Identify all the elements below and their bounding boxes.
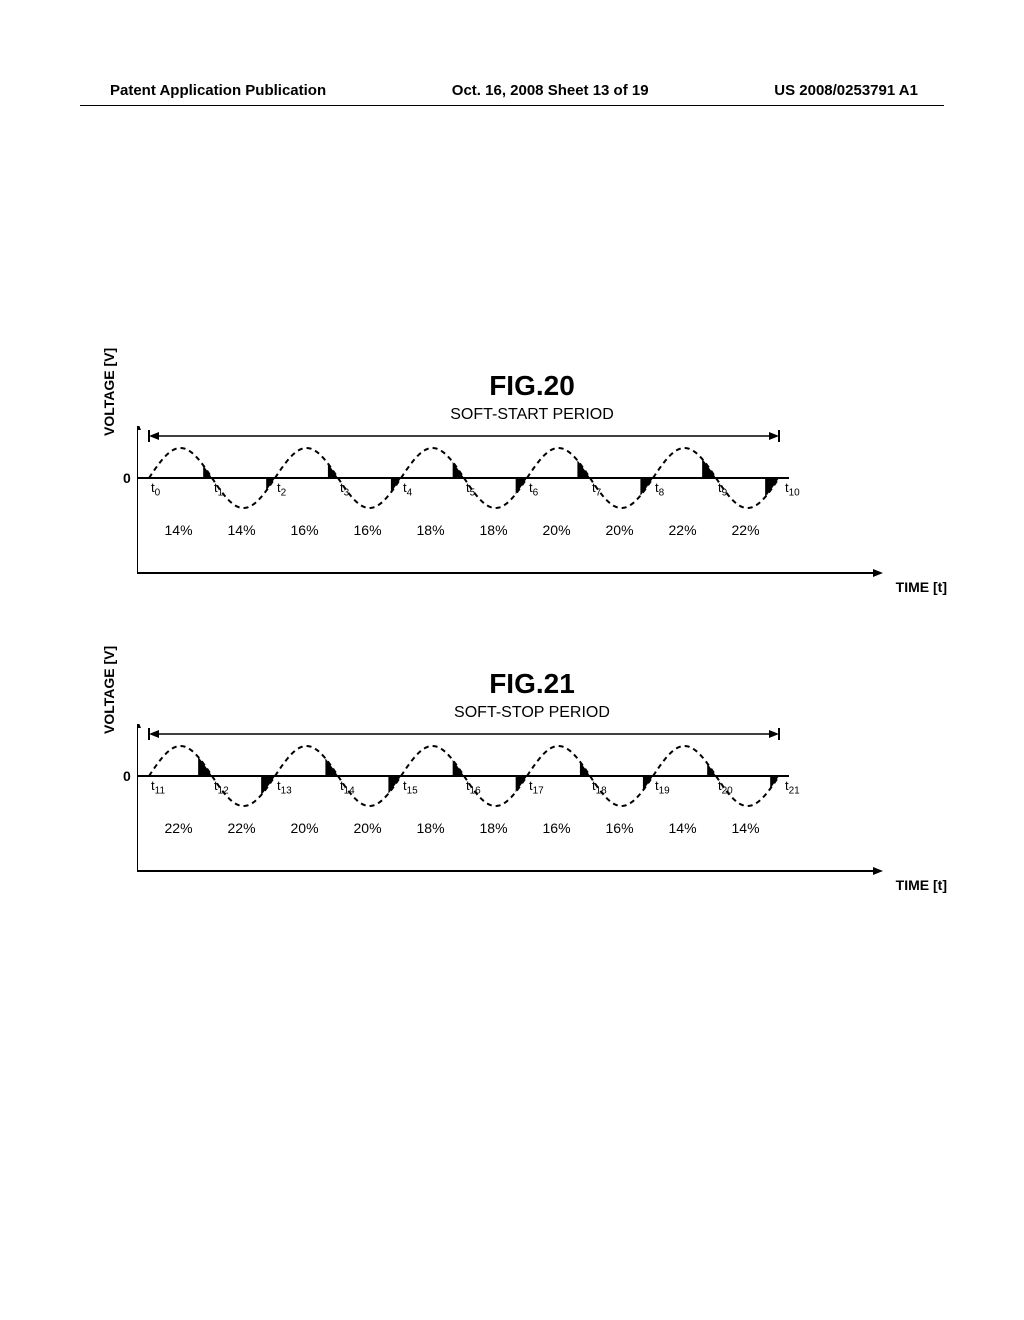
tick-label: t20 (718, 778, 733, 797)
tick-label: t10 (785, 480, 800, 499)
header-rule (80, 105, 944, 106)
tick-label: t6 (529, 480, 538, 499)
tick-label: t7 (592, 480, 601, 499)
header-left: Patent Application Publication (110, 82, 326, 99)
figure-title: FIG.21 (0, 668, 1024, 700)
percent-label: 18% (417, 522, 445, 538)
percent-label: 16% (354, 522, 382, 538)
tick-label: t16 (466, 778, 481, 797)
header-center: Oct. 16, 2008 Sheet 13 of 19 (452, 82, 649, 99)
chart-area: VOLTAGE [V]TIME [t]0t11t12t13t14t15t16t1… (137, 724, 887, 889)
y-axis-label: VOLTAGE [V] (101, 348, 117, 436)
percent-label: 14% (732, 820, 760, 836)
zero-label: 0 (123, 768, 131, 784)
page-header: Patent Application Publication Oct. 16, … (0, 82, 1024, 99)
percent-label: 20% (543, 522, 571, 538)
fig21-block: FIG.21SOFT-STOP PERIODVOLTAGE [V]TIME [t… (0, 668, 1024, 889)
tick-label: t15 (403, 778, 418, 797)
tick-label: t21 (785, 778, 800, 797)
period-label: SOFT-STOP PERIOD (0, 704, 1024, 722)
tick-label: t0 (151, 480, 160, 499)
fig20-block: FIG.20SOFT-START PERIODVOLTAGE [V]TIME [… (0, 370, 1024, 591)
x-axis-label: TIME [t] (896, 877, 947, 893)
tick-label: t19 (655, 778, 670, 797)
period-label: SOFT-START PERIOD (0, 406, 1024, 424)
tick-label: t2 (277, 480, 286, 499)
header-right: US 2008/0253791 A1 (774, 82, 918, 99)
waveform-plot (137, 724, 887, 889)
tick-label: t4 (403, 480, 412, 499)
percent-label: 22% (669, 522, 697, 538)
zero-label: 0 (123, 470, 131, 486)
tick-label: t8 (655, 480, 664, 499)
tick-label: t3 (340, 480, 349, 499)
tick-label: t18 (592, 778, 607, 797)
tick-label: t17 (529, 778, 544, 797)
y-axis-label: VOLTAGE [V] (101, 646, 117, 734)
tick-label: t14 (340, 778, 355, 797)
percent-label: 16% (606, 820, 634, 836)
percent-label: 18% (480, 522, 508, 538)
tick-label: t1 (214, 480, 223, 499)
chart-area: VOLTAGE [V]TIME [t]0t0t1t2t3t4t5t6t7t8t9… (137, 426, 887, 591)
tick-label: t11 (151, 778, 165, 797)
percent-label: 20% (291, 820, 319, 836)
percent-label: 14% (228, 522, 256, 538)
waveform-plot (137, 426, 887, 591)
figure-title: FIG.20 (0, 370, 1024, 402)
tick-label: t12 (214, 778, 229, 797)
percent-label: 16% (543, 820, 571, 836)
x-axis-label: TIME [t] (896, 579, 947, 595)
tick-label: t5 (466, 480, 475, 499)
tick-label: t9 (718, 480, 727, 499)
percent-label: 14% (669, 820, 697, 836)
percent-label: 18% (417, 820, 445, 836)
percent-label: 22% (732, 522, 760, 538)
percent-label: 18% (480, 820, 508, 836)
percent-label: 22% (228, 820, 256, 836)
percent-label: 16% (291, 522, 319, 538)
percent-label: 20% (354, 820, 382, 836)
percent-label: 20% (606, 522, 634, 538)
percent-label: 22% (165, 820, 193, 836)
percent-label: 14% (165, 522, 193, 538)
tick-label: t13 (277, 778, 292, 797)
